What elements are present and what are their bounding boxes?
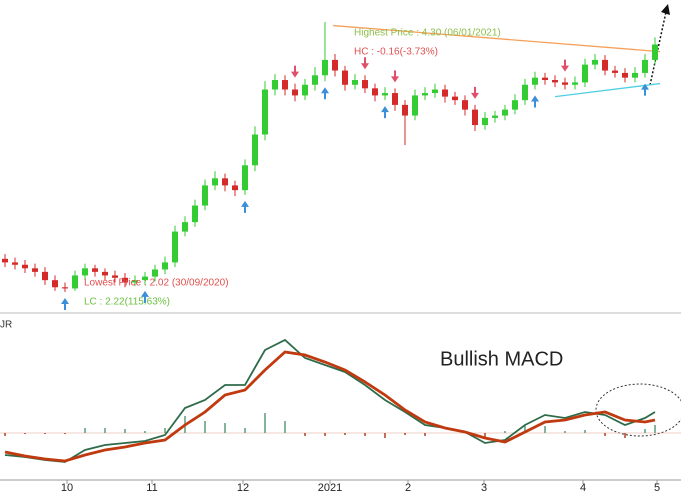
candle-body	[122, 277, 128, 283]
trendline	[332, 24, 661, 53]
candle-body	[22, 264, 28, 269]
candle-body	[592, 59, 598, 65]
candle-body	[32, 268, 38, 272]
sell-signal	[291, 65, 299, 78]
candle-body	[62, 287, 68, 289]
candle-body	[112, 275, 118, 278]
candle-body	[152, 269, 158, 277]
trendline	[554, 82, 661, 98]
candle-body	[192, 205, 198, 223]
x-tick-label: 11	[146, 482, 157, 493]
annotation: Highest Price : 4.30 (06/01/2021)	[354, 28, 501, 39]
candle-body	[182, 222, 188, 232]
candle-body	[312, 75, 318, 85]
candle-body	[222, 178, 228, 186]
candle-body	[292, 89, 298, 96]
candle-body	[562, 82, 568, 85]
annotation: HC : -0.16(-3.73%)	[354, 47, 438, 58]
candle-body	[262, 89, 268, 135]
buy-signal	[381, 106, 389, 119]
x-tick-label: 10	[61, 482, 73, 493]
candle-body	[632, 72, 638, 78]
candle-body	[602, 59, 608, 71]
candle-body	[462, 100, 468, 110]
candle-body	[582, 64, 588, 83]
candle-body	[272, 80, 278, 90]
buy-signal	[241, 200, 249, 213]
x-tick-label: 4	[580, 482, 586, 493]
candle-body	[622, 72, 628, 78]
sell-signal	[361, 57, 369, 70]
candle-body	[12, 262, 18, 265]
candle-body	[452, 96, 458, 101]
x-tick-label: 5	[654, 482, 660, 493]
candle-body	[382, 93, 388, 96]
candle-body	[302, 84, 308, 96]
candle-body	[412, 95, 418, 116]
candle-body	[202, 185, 208, 206]
candle-body	[492, 115, 498, 118]
candle-body	[552, 80, 558, 83]
candle-body	[282, 80, 288, 90]
buy-signal	[641, 83, 649, 96]
candle-body	[102, 271, 108, 276]
buy-signal	[321, 87, 329, 100]
candle-body	[332, 59, 338, 71]
candle-body	[482, 117, 488, 126]
x-tick-label: 3	[481, 482, 487, 493]
candle-body	[52, 280, 58, 288]
candle-body	[242, 165, 248, 191]
buy-signal	[141, 290, 149, 303]
candle-body	[142, 276, 148, 281]
candle-body	[642, 59, 648, 73]
sell-signal	[391, 70, 399, 83]
candle-body	[92, 268, 98, 272]
candle-body	[432, 89, 438, 94]
candle-body	[362, 80, 368, 89]
candle-body	[82, 268, 88, 276]
signal-line	[4, 350, 656, 463]
candle-body	[442, 89, 448, 97]
panel-label: JR	[0, 320, 12, 331]
candle-body	[212, 178, 218, 186]
candle-body	[252, 134, 258, 166]
buy-signal	[61, 298, 69, 310]
candle-body	[232, 185, 238, 191]
candle-body	[392, 93, 398, 105]
buy-signal	[531, 95, 539, 108]
candle-body	[172, 231, 178, 263]
candle-body	[402, 104, 408, 116]
x-tick-label: 2021	[318, 482, 342, 493]
candle-body	[472, 109, 478, 126]
candle-body	[352, 80, 358, 85]
candle-body	[372, 88, 378, 96]
macd-line	[4, 338, 656, 463]
candle-body	[42, 271, 48, 281]
macd-title: Bullish MACD	[440, 348, 563, 370]
candle-body	[132, 280, 138, 283]
candle-body	[652, 44, 658, 60]
candle-body	[532, 77, 538, 85]
candle-body	[612, 70, 618, 73]
candle-body	[342, 70, 348, 85]
candle-body	[522, 84, 528, 101]
candle-body	[162, 262, 168, 270]
annotation: Lowest Price : 2.02 (30/09/2020)	[84, 278, 229, 289]
x-tick-label: 2	[405, 482, 411, 493]
highlight-ellipse	[595, 383, 681, 437]
candle-body	[422, 93, 428, 96]
candle-body	[542, 77, 548, 81]
candle-body	[512, 100, 518, 110]
candle-body	[72, 275, 78, 289]
arrow-head	[661, 4, 670, 15]
candle-body	[322, 59, 328, 76]
x-tick-label: 12	[237, 482, 249, 493]
candle-body	[502, 109, 508, 116]
candle-body	[572, 82, 578, 85]
candle-body	[2, 258, 8, 263]
sell-signal	[471, 86, 479, 99]
annotation: LC : 2.22(115.63%)	[84, 297, 170, 308]
sell-signal	[561, 59, 569, 72]
